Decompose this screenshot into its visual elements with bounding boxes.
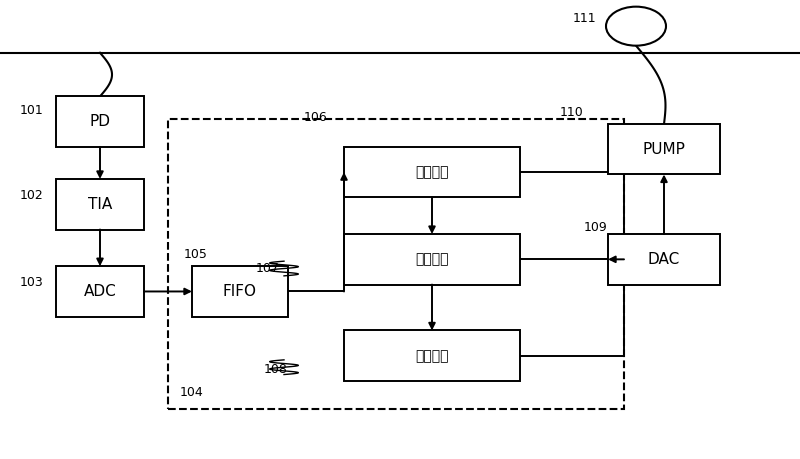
Bar [608,124,720,174]
Bar [344,147,520,197]
Text: ADC: ADC [84,284,116,299]
Text: 过调阶段: 过调阶段 [415,349,449,363]
Bar [56,266,144,317]
Text: 预调阶段: 预调阶段 [415,252,449,266]
Text: 105: 105 [184,248,208,261]
Text: 107: 107 [256,262,280,275]
Text: 108: 108 [264,363,288,376]
Bar [56,96,144,147]
Text: 104: 104 [180,386,204,399]
Text: 110: 110 [560,106,584,119]
Text: 109: 109 [584,221,608,234]
Bar [344,330,520,381]
Text: 111: 111 [572,12,596,25]
Text: 正常阶段: 正常阶段 [415,165,449,179]
Bar [192,266,288,317]
Text: TIA: TIA [88,197,112,212]
Bar [56,179,144,230]
Ellipse shape [606,6,666,45]
Bar [168,119,624,409]
Bar [608,234,720,285]
Text: 102: 102 [20,189,44,202]
Text: FIFO: FIFO [223,284,257,299]
Text: 103: 103 [20,276,44,289]
Text: 106: 106 [304,111,328,123]
Text: PUMP: PUMP [642,142,686,157]
Text: DAC: DAC [648,252,680,267]
Text: 101: 101 [20,104,44,117]
Bar [344,234,520,285]
Text: PD: PD [90,114,110,129]
